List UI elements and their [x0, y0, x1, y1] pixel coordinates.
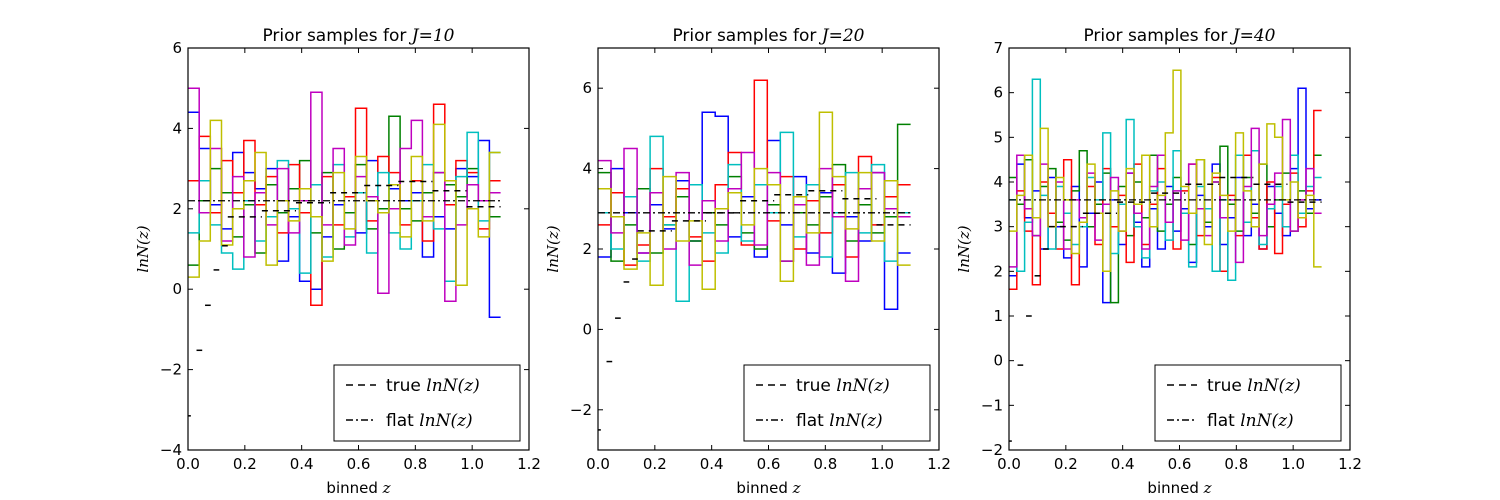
text-part: binned [326, 479, 382, 497]
math-part: J=20 [819, 26, 865, 46]
text-part: true [796, 376, 836, 396]
y-axis-label: lnN(z) [134, 225, 152, 272]
text-part: true [386, 376, 426, 396]
text-part: flat [386, 411, 419, 431]
math-part: J=10 [409, 26, 455, 46]
x-tick-label: 0.8 [1224, 455, 1248, 473]
y-tick-label: 2 [582, 240, 592, 258]
legend-true-label: true lnN(z) [796, 376, 890, 396]
y-tick-label: −2 [160, 361, 182, 379]
chart-panel-3: 0.0 0.2 0.4 0.6 0.8 1.0 1.2 −2 −1 0 1 2 3 4 5 6 7 Prior s… [955, 26, 1362, 497]
y-tick-label: 0 [172, 280, 182, 298]
x-tick-label: 1.2 [517, 455, 541, 473]
prior-sample-line-6 [1009, 69, 1322, 273]
y-tick-label: 0 [582, 320, 592, 338]
y-tick-label: 7 [993, 39, 1003, 57]
text-part: flat [796, 411, 829, 431]
math-part: lnN(z) [426, 376, 479, 396]
legend-box [333, 364, 521, 442]
legend-box [1154, 364, 1342, 442]
chart-title: Prior samples for J=20 [672, 26, 864, 46]
x-tick-label: 0.0 [176, 455, 200, 473]
math-part: lnN(z) [1247, 376, 1300, 396]
math-part: z [792, 479, 801, 497]
y-tick-label: 5 [993, 128, 1003, 146]
math-part: J=40 [1230, 26, 1276, 46]
math-part: lnN(z) [836, 376, 889, 396]
text-part: Prior samples for [262, 26, 411, 46]
x-tick-label: 0.4 [1111, 455, 1135, 473]
x-tick-label: 0.8 [403, 455, 427, 473]
math-part: lnN(z) [1240, 411, 1293, 431]
x-tick-label: 0.2 [1054, 455, 1078, 473]
chart-panel-2: 0.0 0.2 0.4 0.6 0.8 1.0 1.2 −2 0 2 4 6 Prior samples… [544, 26, 951, 497]
x-tick-label: 0.2 [643, 455, 667, 473]
x-tick-label: 0.4 [700, 455, 724, 473]
y-axis-label: lnN(z) [544, 225, 562, 272]
chart-title: Prior samples for J=10 [262, 26, 454, 46]
y-tick-label: 6 [582, 79, 592, 97]
text-part: binned [1147, 479, 1203, 497]
y-tick-label: 4 [993, 173, 1003, 191]
text-part: true [1207, 376, 1247, 396]
prior-sample-line-6 [598, 111, 911, 290]
y-tick-label: 4 [582, 160, 592, 178]
x-axis-label: binned z [736, 479, 800, 497]
legend-flat-label: flat lnN(z) [1207, 411, 1294, 431]
y-tick-label: 3 [993, 218, 1003, 236]
x-tick-label: 0.6 [347, 455, 371, 473]
x-axis-label: binned z [326, 479, 390, 497]
y-axis-label: lnN(z) [955, 225, 973, 272]
legend: true lnN(z)flat lnN(z) [1154, 364, 1342, 442]
x-tick-label: 0.2 [233, 455, 257, 473]
legend: true lnN(z)flat lnN(z) [333, 364, 521, 442]
legend-true-label: true lnN(z) [386, 376, 480, 396]
x-tick-label: 1.2 [1338, 455, 1362, 473]
y-tick-label: −2 [570, 401, 592, 419]
text-part: flat [1207, 411, 1240, 431]
y-tick-label: 2 [993, 262, 1003, 280]
x-tick-label: 1.2 [927, 455, 951, 473]
y-tick-label: −1 [981, 396, 1003, 414]
x-tick-label: 0.6 [1168, 455, 1192, 473]
y-tick-label: 0 [993, 352, 1003, 370]
legend-true-label: true lnN(z) [1207, 376, 1301, 396]
plot-area [1009, 69, 1322, 442]
y-tick-label: 1 [993, 307, 1003, 325]
chart-panel-1: 0.0 0.2 0.4 0.6 0.8 1.0 1.2 −4 −2 0 2 4 6 Prior sampl… [134, 26, 541, 497]
y-tick-label: 6 [172, 39, 182, 57]
math-part: lnN(z) [829, 411, 882, 431]
y-tick-label: −4 [160, 441, 182, 459]
legend-flat-label: flat lnN(z) [796, 411, 883, 431]
text-part: binned [736, 479, 792, 497]
y-tick-label: −2 [981, 441, 1003, 459]
math-part: lnN(z) [419, 411, 472, 431]
plot-area [188, 87, 501, 417]
math-part: z [1203, 479, 1212, 497]
x-tick-label: 0.0 [997, 455, 1021, 473]
prior-sample-line-6 [188, 119, 501, 286]
legend: true lnN(z)flat lnN(z) [743, 364, 931, 442]
y-tick-label: 6 [993, 84, 1003, 102]
text-part: Prior samples for [1083, 26, 1232, 46]
x-tick-label: 0.8 [813, 455, 837, 473]
text-part: Prior samples for [672, 26, 821, 46]
x-tick-label: 0.6 [757, 455, 781, 473]
x-axis-label: binned z [1147, 479, 1211, 497]
chart-title: Prior samples for J=40 [1083, 26, 1275, 46]
x-tick-label: 1.0 [460, 455, 484, 473]
y-tick-label: 2 [172, 200, 182, 218]
y-tick-label: 4 [172, 119, 182, 137]
math-part: z [382, 479, 391, 497]
x-tick-label: 1.0 [1281, 455, 1305, 473]
x-tick-label: 0.4 [290, 455, 314, 473]
legend-box [743, 364, 931, 442]
x-tick-label: 0.0 [586, 455, 610, 473]
x-tick-label: 1.0 [870, 455, 894, 473]
plot-area [598, 79, 911, 431]
legend-flat-label: flat lnN(z) [386, 411, 473, 431]
